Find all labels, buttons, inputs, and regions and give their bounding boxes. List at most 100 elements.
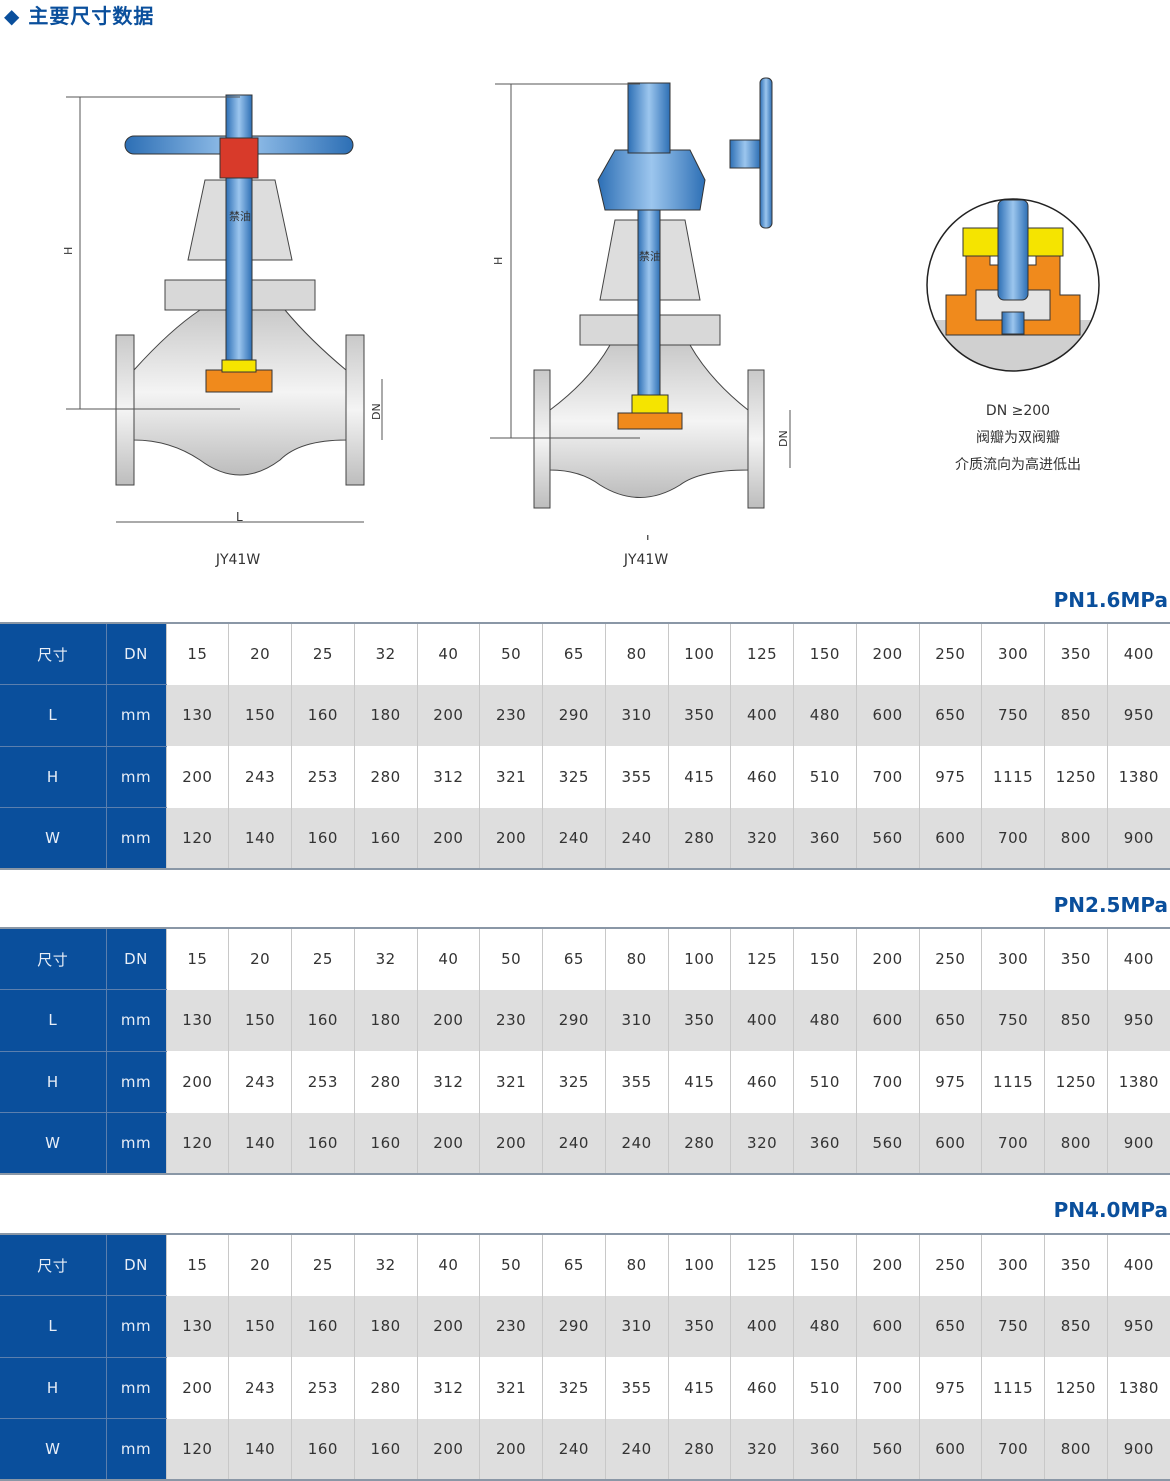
svg-text:H: H [492,257,505,265]
table-cell: 350 [667,989,731,1051]
table-cell: 850 [1044,684,1108,746]
table-cell: 65 [542,623,606,685]
table-cell: 180 [353,989,417,1051]
table-cell: 230 [479,684,543,746]
table-cell: 240 [542,807,606,869]
table-cell: 25 [291,928,355,990]
table-cell: 350 [667,684,731,746]
table-cell: 300 [981,623,1045,685]
table-cell: 480 [793,1295,857,1357]
table-cell: 200 [165,746,229,808]
table-cell: 20 [228,928,292,990]
table-cell: 510 [793,746,857,808]
disc-detail-drawing [926,198,1100,372]
row-unit: mm [105,746,166,808]
table-cell: 650 [918,684,982,746]
table-cell: 900 [1106,1418,1170,1480]
row-label: L [0,684,106,747]
table-cell: 200 [479,1418,543,1480]
table-cell: 150 [793,928,857,990]
table-cell: 700 [981,1418,1045,1480]
table-cell: 50 [479,928,543,990]
table-cell: 355 [604,1051,668,1113]
table-cell: 130 [165,684,229,746]
table-cell: 700 [981,1112,1045,1174]
table-cell: 280 [667,1112,731,1174]
note-line: DN ≥200 [985,403,1051,419]
row-unit: mm [105,807,166,870]
no-oil-label: 禁油 [229,209,251,223]
table-cell: 200 [479,807,543,869]
table-cell: 750 [981,684,1045,746]
table-cell: 280 [353,746,417,808]
table-cell: 400 [1106,623,1170,685]
table-cell: 243 [228,1357,292,1419]
table-cell: 325 [542,1051,606,1113]
table-cell: 15 [165,623,229,685]
table-cell: 200 [479,1112,543,1174]
table-row: 尺寸 DN 15 20 25 32 40 50 65 80 100 125 150 200 250 300 35… [0,623,1170,685]
valve-left-drawing: 禁油 H L DN [62,94,383,524]
table-cell: 312 [416,746,480,808]
table-cell: 800 [1044,807,1108,869]
table-cell: 312 [416,1051,480,1113]
table-cell: 200 [416,1295,480,1357]
table-cell: 600 [918,1418,982,1480]
table-cell: 160 [353,1112,417,1174]
table-cell: 15 [165,1234,229,1296]
table-cell: 1380 [1106,1051,1170,1113]
table-cell: 280 [353,1357,417,1419]
table-cell: 280 [667,807,731,869]
table-cell: 350 [1044,623,1108,685]
table-cell: 160 [291,807,355,869]
pressure-label: PN1.6MPa [1053,588,1168,612]
table-cell: 140 [228,1112,292,1174]
table-cell: 160 [291,989,355,1051]
table-cell: 310 [604,1295,668,1357]
row-label: 尺寸 [0,623,106,685]
row-unit: mm [105,1112,166,1175]
svg-text:DN: DN [777,430,790,447]
table-cell: 321 [479,1051,543,1113]
table-cell: 320 [730,807,794,869]
table-cell: 180 [353,1295,417,1357]
table-cell: 355 [604,746,668,808]
table-cell: 250 [918,623,982,685]
table-cell: 600 [918,1112,982,1174]
table-cell: 130 [165,989,229,1051]
row-label: L [0,989,106,1052]
table-cell: 20 [228,623,292,685]
note-line: 阀瓣为双阀瓣 [976,430,1060,446]
table-cell: 120 [165,1418,229,1480]
table-cell: 120 [165,1112,229,1174]
table-cell: 310 [604,684,668,746]
table-row: 尺寸 DN 15 20 25 32 40 50 65 80 100 125 150 200 250 300 35… [0,1234,1170,1296]
section-title: ◆ 主要尺寸数据 [4,4,155,28]
table-cell: 100 [667,1234,731,1296]
table-cell: 321 [479,746,543,808]
table-cell: 480 [793,684,857,746]
table-cell: 1380 [1106,1357,1170,1419]
table-cell: 253 [291,1357,355,1419]
table-cell: 250 [918,928,982,990]
row-label: 尺寸 [0,1234,106,1296]
table-cell: 400 [730,989,794,1051]
table-cell: 160 [291,1418,355,1480]
table-cell: 65 [542,928,606,990]
table-cell: 321 [479,1357,543,1419]
table-cell: 253 [291,1051,355,1113]
right-caption: JY41W [623,552,669,568]
dimension-table: 尺寸 DN 15 20 25 32 40 50 65 80 100 125 150 200 250 300 35… [0,622,1170,870]
svg-text:L: L [236,510,243,524]
row-label: W [0,807,106,870]
table-cell: 25 [291,1234,355,1296]
row-unit: mm [105,989,166,1052]
table-cell: 100 [667,928,731,990]
row-label: L [0,1295,106,1358]
table-cell: 140 [228,1418,292,1480]
